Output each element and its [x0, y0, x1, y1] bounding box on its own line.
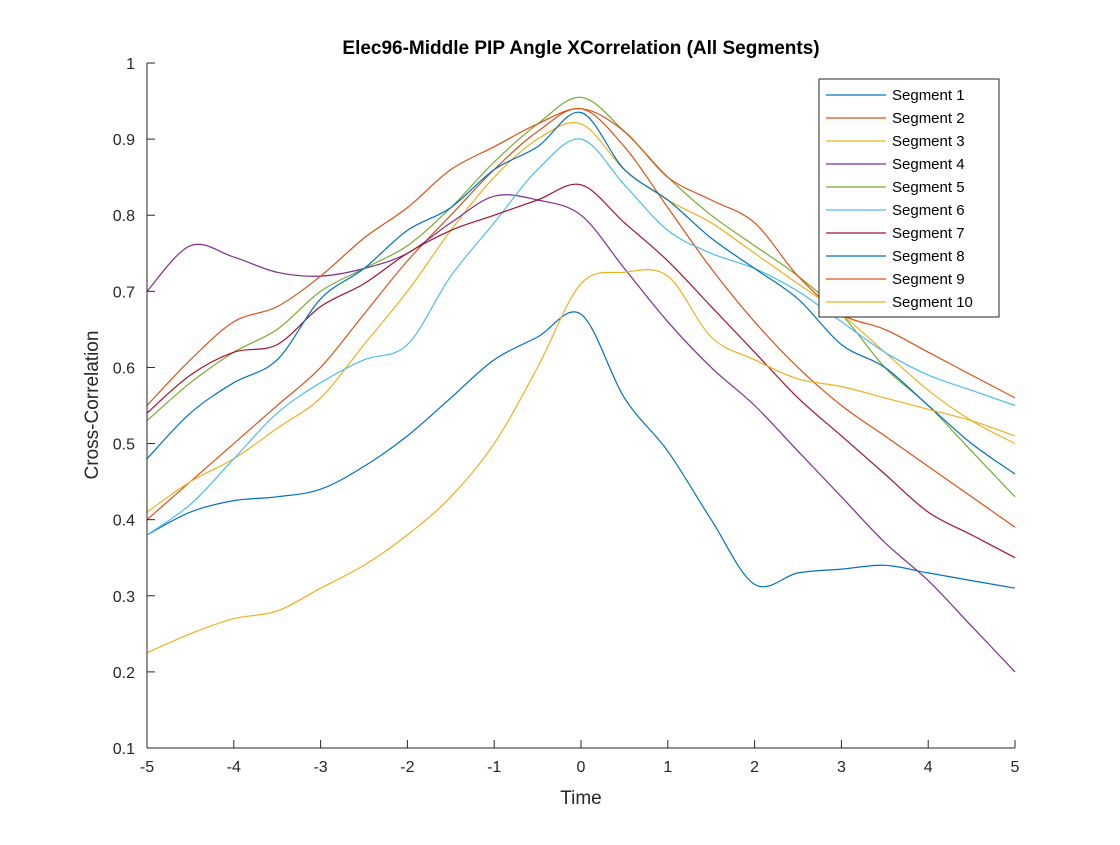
series-line-segment-4 [146, 194, 1016, 673]
x-tick-label: 1 [663, 759, 672, 776]
series-line-segment-5 [146, 96, 1016, 498]
x-tick-label: 0 [577, 759, 586, 776]
y-tick-label: 0.2 [113, 665, 135, 682]
x-tick-label: -2 [400, 759, 414, 776]
chart-title: Elec96-Middle PIP Angle XCorrelation (Al… [342, 38, 819, 59]
legend: Segment 1 Segment 2 Segment 3 Segment 4 Segm… [818, 78, 1000, 318]
legend-label: Segment 9 [892, 271, 965, 288]
legend-label: Segment 3 [892, 133, 965, 150]
y-tick-label: 0.9 [113, 132, 135, 149]
legend-box [818, 78, 1000, 318]
legend-label: Segment 4 [892, 156, 965, 173]
legend-label: Segment 1 [892, 87, 965, 104]
legend-label: Segment 8 [892, 248, 965, 265]
legend-label: Segment 5 [892, 179, 965, 196]
series-line-segment-9 [146, 108, 1016, 406]
x-tick-label: 4 [924, 759, 933, 776]
series-line-segment-6 [146, 138, 1016, 536]
series-line-segment-10 [146, 269, 1016, 654]
x-tick-label: 3 [837, 759, 846, 776]
series-line-segment-3 [146, 122, 1016, 513]
y-tick-label: 0.6 [113, 360, 135, 377]
series-line-segment-8 [146, 111, 1016, 475]
x-tick-label: -4 [227, 759, 241, 776]
x-tick-label: -1 [487, 759, 501, 776]
x-tick-label: -5 [140, 759, 154, 776]
x-tick-label: 5 [1011, 759, 1020, 776]
x-tick-label: -3 [313, 759, 327, 776]
y-axis-label: Cross-Correlation [82, 331, 103, 480]
y-tick-label: 0.8 [113, 208, 135, 225]
legend-label: Segment 2 [892, 110, 965, 127]
legend-label: Segment 7 [892, 225, 965, 242]
y-tick-label: 0.4 [113, 513, 135, 530]
x-axis-label: Time [560, 788, 602, 809]
x-tick-label: 2 [750, 759, 759, 776]
y-tick-label: 1 [126, 56, 135, 73]
y-tick-label: 0.7 [113, 284, 135, 301]
legend-label: Segment 6 [892, 202, 965, 219]
legend-label: Segment 10 [892, 294, 973, 311]
y-tick-label: 0.5 [113, 437, 135, 454]
series-line-segment-7 [146, 183, 1016, 559]
series-line-segment-1 [146, 311, 1016, 589]
x-axis-ticks: -5 -4 -3 -2 -1 0 1 2 3 4 5 [140, 740, 1020, 776]
y-tick-label: 0.3 [113, 589, 135, 606]
y-tick-label: 0.1 [113, 741, 135, 758]
series-layer [146, 96, 1016, 673]
y-axis-ticks: 0.1 0.2 0.3 0.4 0.5 0.6 0.7 0.8 0.9 1 [113, 56, 155, 758]
